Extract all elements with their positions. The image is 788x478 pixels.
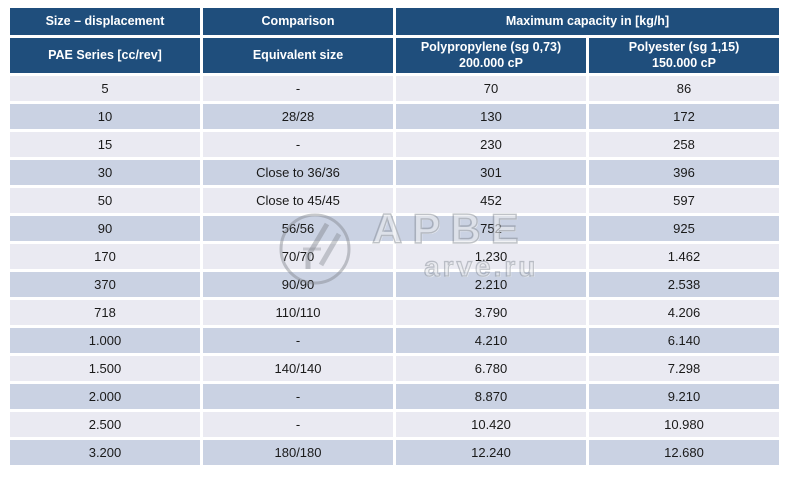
cell-polypropylene-capacity: 130: [396, 104, 586, 130]
cell-polypropylene-capacity: 8.870: [396, 384, 586, 410]
table-row: 2.000-8.870 9.210: [10, 384, 779, 410]
cell-equivalent-size: -: [203, 328, 393, 354]
table-row: 30 Close to 36/36 301 396: [10, 160, 779, 186]
header-row-columns: PAE Series [cc/rev] Equivalent size Poly…: [10, 38, 779, 74]
header-equivalent-size-label: Equivalent size: [252, 47, 344, 62]
cell-pae-series: 5: [10, 76, 200, 102]
cell-equivalent-size: 180/180: [203, 440, 393, 466]
cell-polypropylene-capacity: 12.240: [396, 440, 586, 466]
header-size-displacement: Size – displacement: [10, 8, 200, 35]
cell-polyester-capacity: 7.298: [589, 356, 779, 382]
cell-pae-series: 1.500: [10, 356, 200, 382]
cell-equivalent-size: -: [203, 384, 393, 410]
table-row: 10 28/28 130 172: [10, 104, 779, 130]
cell-polyester-capacity: 12.680: [589, 440, 779, 466]
cell-pae-series: 2.500: [10, 412, 200, 438]
cell-pae-series: 15: [10, 132, 200, 158]
table-row: 370 90/90 2.210 2.538: [10, 272, 779, 298]
cell-polypropylene-capacity: 752: [396, 216, 586, 242]
cell-polyester-capacity: 6.140: [589, 328, 779, 354]
cell-polyester-capacity: 172: [589, 104, 779, 130]
cell-polyester-capacity: 1.462: [589, 244, 779, 270]
cell-polypropylene-capacity: 452: [396, 188, 586, 214]
cell-equivalent-size: 110/110: [203, 300, 393, 326]
cell-equivalent-size: 140/140: [203, 356, 393, 382]
cell-polypropylene-capacity: 301: [396, 160, 586, 186]
cell-pae-series: 3.200: [10, 440, 200, 466]
header-comparison: Comparison: [203, 8, 393, 35]
cell-pae-series: 2.000: [10, 384, 200, 410]
header-polyester-material: Polyester (sg 1,15): [628, 40, 740, 54]
cell-pae-series: 90: [10, 216, 200, 242]
table-row: 15-230 258: [10, 132, 779, 158]
header-equivalent-size: Equivalent size: [203, 38, 393, 74]
header-pae-series-label: PAE Series [cc/rev]: [48, 47, 162, 62]
cell-polypropylene-capacity: 4.210: [396, 328, 586, 354]
cell-equivalent-size: -: [203, 76, 393, 102]
header-polypropylene: Polypropylene (sg 0,73) 200.000 cP: [396, 38, 586, 74]
table-row: 2.500-10.420 10.980: [10, 412, 779, 438]
cell-equivalent-size: 56/56: [203, 216, 393, 242]
table-row: 170 70/70 1.230 1.462: [10, 244, 779, 270]
cell-polyester-capacity: 258: [589, 132, 779, 158]
header-polypropylene-viscosity: 200.000 cP: [459, 55, 523, 70]
table-row: 5-70 86: [10, 76, 779, 102]
cell-polyester-capacity: 9.210: [589, 384, 779, 410]
cell-polyester-capacity: 10.980: [589, 412, 779, 438]
header-polyester: Polyester (sg 1,15) 150.000 cP: [589, 38, 779, 74]
cell-polyester-capacity: 396: [589, 160, 779, 186]
cell-equivalent-size: Close to 45/45: [203, 188, 393, 214]
cell-polypropylene-capacity: 70: [396, 76, 586, 102]
cell-polyester-capacity: 925: [589, 216, 779, 242]
cell-pae-series: 10: [10, 104, 200, 130]
cell-polyester-capacity: 4.206: [589, 300, 779, 326]
cell-equivalent-size: 28/28: [203, 104, 393, 130]
cell-equivalent-size: 90/90: [203, 272, 393, 298]
header-pae-series: PAE Series [cc/rev]: [10, 38, 200, 74]
cell-equivalent-size: 70/70: [203, 244, 393, 270]
cell-polypropylene-capacity: 3.790: [396, 300, 586, 326]
cell-equivalent-size: Close to 36/36: [203, 160, 393, 186]
cell-polypropylene-capacity: 230: [396, 132, 586, 158]
table-body: 5-70 86 10 28/28 130 172 15-230 258 30 Close to 3…: [10, 76, 779, 466]
table-row: 1.500 140/140 6.780 7.298: [10, 356, 779, 382]
cell-polyester-capacity: 597: [589, 188, 779, 214]
cell-polypropylene-capacity: 1.230: [396, 244, 586, 270]
cell-pae-series: 370: [10, 272, 200, 298]
table-row: 50 Close to 45/45 452 597: [10, 188, 779, 214]
cell-equivalent-size: -: [203, 132, 393, 158]
cell-polypropylene-capacity: 6.780: [396, 356, 586, 382]
header-row-groups: Size – displacement Comparison Maximum c…: [10, 8, 779, 35]
cell-polyester-capacity: 2.538: [589, 272, 779, 298]
table-row: 90 56/56 752 925: [10, 216, 779, 242]
cell-polyester-capacity: 86: [589, 76, 779, 102]
header-polyester-viscosity: 150.000 cP: [652, 55, 716, 70]
cell-pae-series: 718: [10, 300, 200, 326]
cell-pae-series: 1.000: [10, 328, 200, 354]
header-polypropylene-material: Polypropylene (sg 0,73): [420, 40, 562, 54]
cell-polypropylene-capacity: 2.210: [396, 272, 586, 298]
cell-pae-series: 30: [10, 160, 200, 186]
table-row: 718 110/110 3.790 4.206: [10, 300, 779, 326]
cell-equivalent-size: -: [203, 412, 393, 438]
cell-pae-series: 170: [10, 244, 200, 270]
capacity-table: Size – displacement Comparison Maximum c…: [7, 5, 782, 468]
cell-pae-series: 50: [10, 188, 200, 214]
table-row: 1.000-4.210 6.140: [10, 328, 779, 354]
cell-polypropylene-capacity: 10.420: [396, 412, 586, 438]
header-max-capacity: Maximum capacity in [kg/h]: [396, 8, 779, 35]
table-row: 3.200 180/180 12.240 12.680: [10, 440, 779, 466]
